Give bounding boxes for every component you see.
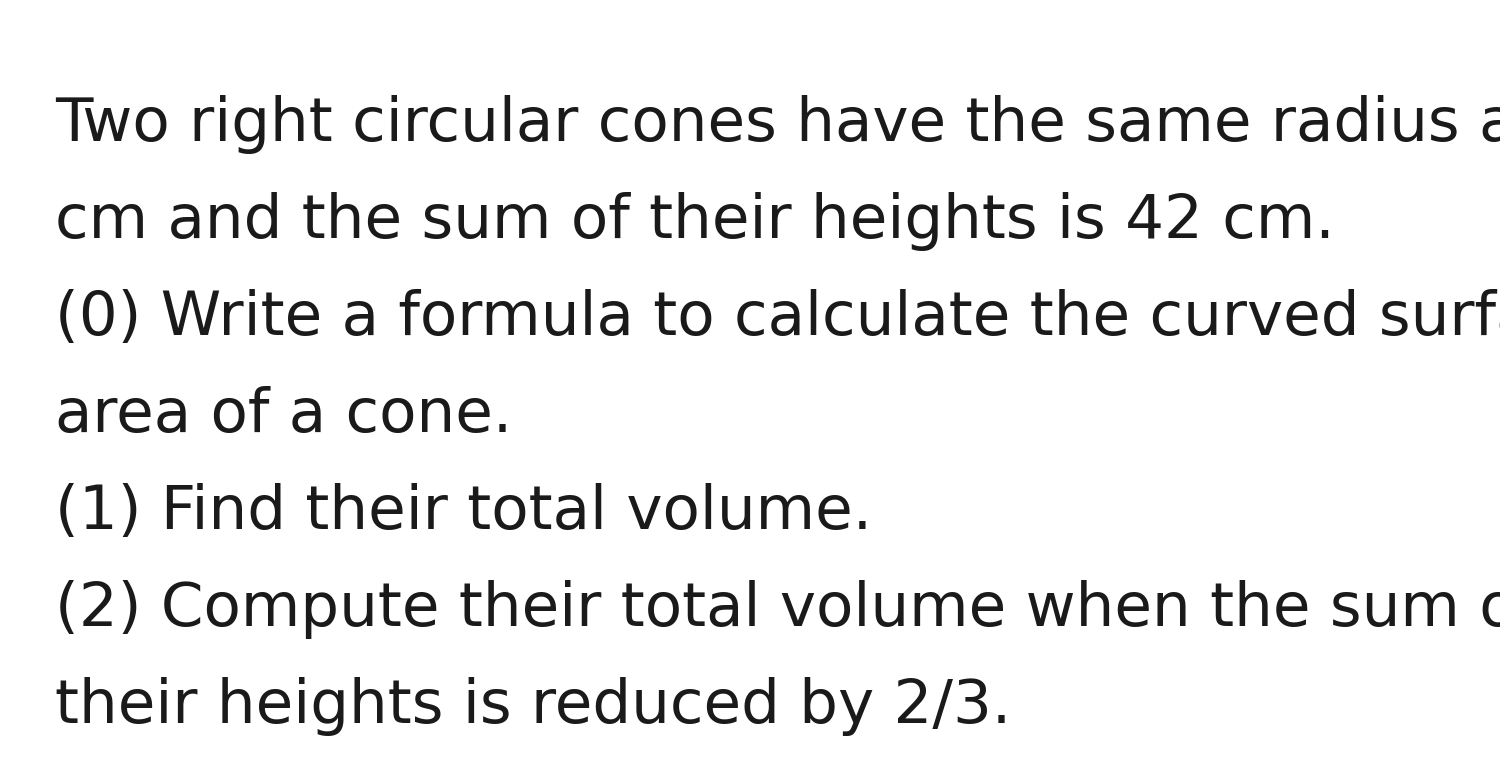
- Text: (2) Compute their total volume when the sum of: (2) Compute their total volume when the …: [56, 580, 1500, 639]
- Text: Two right circular cones have the same radius as 7: Two right circular cones have the same r…: [56, 95, 1500, 154]
- Text: (0) Write a formula to calculate the curved surface: (0) Write a formula to calculate the cur…: [56, 289, 1500, 348]
- Text: area of a cone.: area of a cone.: [56, 386, 512, 445]
- Text: cm and the sum of their heights is 42 cm.: cm and the sum of their heights is 42 cm…: [56, 192, 1335, 251]
- Text: their heights is reduced by 2/3.: their heights is reduced by 2/3.: [56, 677, 1011, 736]
- Text: (1) Find their total volume.: (1) Find their total volume.: [56, 483, 871, 542]
